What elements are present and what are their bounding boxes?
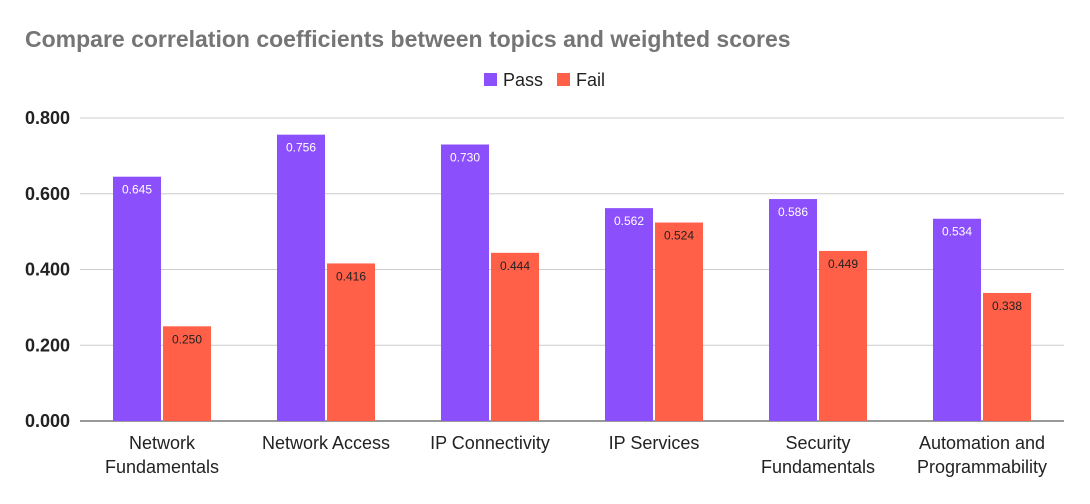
chart-title: Compare correlation coefficients between… bbox=[25, 26, 791, 52]
y-tick-label: 0.400 bbox=[25, 260, 70, 280]
x-tick-label: IP Connectivity bbox=[430, 433, 550, 453]
data-label: 0.730 bbox=[450, 151, 480, 165]
y-tick-label: 0.000 bbox=[25, 411, 70, 431]
data-label: 0.338 bbox=[992, 299, 1022, 313]
bar-fail bbox=[983, 292, 1031, 421]
x-tick-label: Security bbox=[785, 433, 850, 453]
data-label: 0.444 bbox=[500, 259, 530, 273]
legend: Pass Fail bbox=[484, 70, 605, 90]
x-tick-label: IP Services bbox=[609, 433, 700, 453]
data-label: 0.586 bbox=[778, 205, 808, 219]
bar-fail bbox=[819, 250, 867, 421]
bar-fail bbox=[655, 222, 703, 421]
data-label: 0.562 bbox=[614, 214, 644, 228]
legend-label-pass: Pass bbox=[503, 70, 543, 90]
x-tick-label: Fundamentals bbox=[761, 457, 875, 477]
bar-pass bbox=[769, 199, 817, 421]
data-label: 0.534 bbox=[942, 225, 972, 239]
bars: 0.645 0.250 0.756 0.416 0.730 0.444 0.562 0.524… bbox=[113, 134, 1031, 422]
y-tick-label: 0.200 bbox=[25, 335, 70, 355]
bar-pass bbox=[113, 176, 161, 421]
data-label: 0.449 bbox=[828, 257, 858, 271]
x-tick-label: Programmability bbox=[917, 457, 1047, 477]
bar-pass bbox=[441, 144, 489, 421]
bar-fail bbox=[491, 252, 539, 421]
bar-fail bbox=[163, 326, 211, 421]
bar-pass bbox=[605, 208, 653, 421]
x-tick-label: Fundamentals bbox=[105, 457, 219, 477]
x-axis-ticks: Network Fundamentals Network Access IP Conn… bbox=[105, 433, 1047, 477]
bar-pass bbox=[277, 134, 325, 422]
y-tick-label: 0.800 bbox=[25, 108, 70, 128]
x-tick-label: Network bbox=[129, 433, 196, 453]
legend-label-fail: Fail bbox=[576, 70, 605, 90]
x-tick-label: Automation and bbox=[919, 433, 1045, 453]
y-tick-label: 0.600 bbox=[25, 184, 70, 204]
x-tick-label: Network Access bbox=[262, 433, 390, 453]
legend-swatch-fail bbox=[557, 73, 570, 86]
data-label: 0.524 bbox=[664, 229, 694, 243]
gridlines bbox=[80, 117, 1064, 422]
data-label: 0.250 bbox=[172, 332, 202, 346]
data-label: 0.756 bbox=[286, 141, 316, 155]
y-axis-ticks: 0.000 0.200 0.400 0.600 0.800 bbox=[25, 108, 70, 431]
data-label: 0.645 bbox=[122, 183, 152, 197]
bar-fail bbox=[327, 263, 375, 421]
data-label: 0.416 bbox=[336, 269, 366, 283]
legend-swatch-pass bbox=[484, 73, 497, 86]
bar-pass bbox=[933, 218, 981, 421]
